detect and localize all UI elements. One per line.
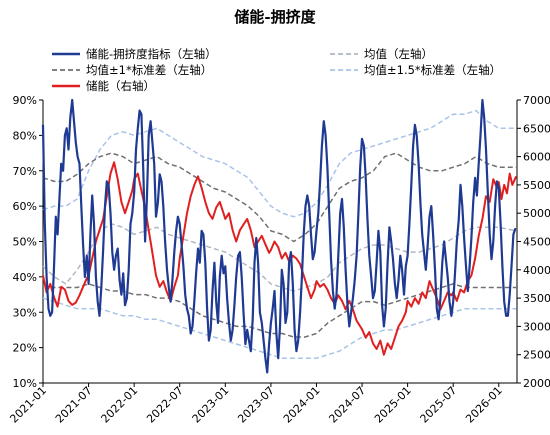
legend-label: 均值±1*标准差（左轴） bbox=[86, 63, 212, 77]
left-tick-label: 70% bbox=[13, 165, 37, 178]
right-tick-label: 5000 bbox=[523, 207, 550, 220]
x-tick-label: 2024-07 bbox=[326, 384, 368, 426]
x-tick-label: 2023-07 bbox=[235, 384, 277, 426]
band-1.5sd-upper-line bbox=[42, 109, 517, 218]
x-tick-label: 2021-01 bbox=[7, 384, 49, 426]
legend-label: 储能-拥挤度指标（左轴） bbox=[86, 47, 217, 61]
left-tick-label: 50% bbox=[13, 236, 37, 249]
storage-index-line bbox=[42, 161, 518, 356]
legend-label: 储能（右轴） bbox=[86, 79, 155, 93]
left-tick-label: 80% bbox=[13, 129, 37, 142]
right-tick-label: 5500 bbox=[523, 179, 550, 192]
crowding-indicator-line bbox=[41, 98, 517, 374]
x-tick-label: 2022-07 bbox=[144, 384, 186, 426]
legend-label: 均值±1.5*标准差（左轴） bbox=[364, 63, 501, 77]
right-tick-label: 3500 bbox=[523, 292, 550, 305]
chart-title: 储能-拥挤度 bbox=[234, 8, 316, 26]
right-tick-label: 6500 bbox=[523, 122, 550, 135]
right-tick-label: 6000 bbox=[523, 151, 550, 164]
left-tick-label: 10% bbox=[13, 377, 37, 390]
x-tick-label: 2025-01 bbox=[372, 384, 414, 426]
right-tick-label: 2000 bbox=[523, 377, 550, 390]
left-tick-label: 40% bbox=[13, 271, 37, 284]
left-tick-label: 60% bbox=[13, 200, 37, 213]
x-tick-label: 2022-01 bbox=[99, 384, 141, 426]
right-tick-label: 4500 bbox=[523, 236, 550, 249]
mean-line bbox=[42, 223, 517, 292]
right-tick-label: 4000 bbox=[523, 264, 550, 277]
left-tick-label: 20% bbox=[13, 342, 37, 355]
x-tick-label: 2024-01 bbox=[281, 384, 323, 426]
band-1.5sd-lower-line bbox=[42, 297, 517, 359]
x-tick-label: 2026-01 bbox=[463, 384, 505, 426]
right-tick-label: 3000 bbox=[523, 320, 550, 333]
x-tick-label: 2025-07 bbox=[418, 384, 460, 426]
legend-label: 均值（左轴） bbox=[364, 47, 433, 61]
x-tick-label: 2021-07 bbox=[53, 384, 95, 426]
x-tick-label: 2023-01 bbox=[190, 384, 232, 426]
right-tick-label: 2500 bbox=[523, 349, 550, 362]
right-tick-label: 7000 bbox=[523, 94, 550, 107]
left-tick-label: 90% bbox=[13, 94, 37, 107]
left-tick-label: 30% bbox=[13, 306, 37, 319]
